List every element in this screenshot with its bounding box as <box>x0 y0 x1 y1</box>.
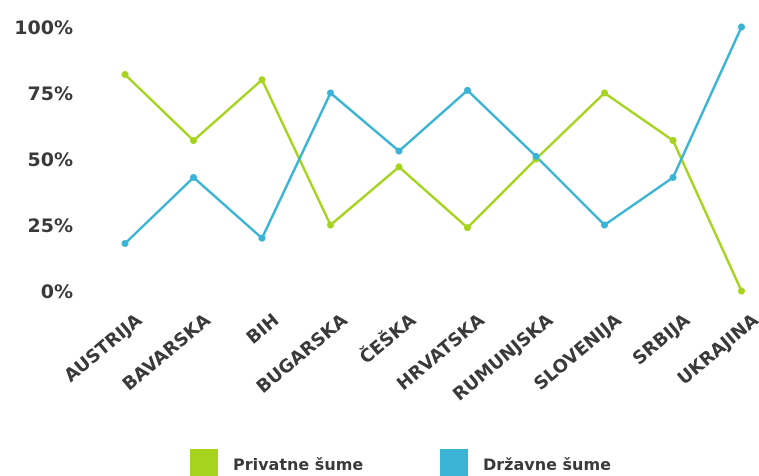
data-point <box>121 71 129 79</box>
data-point <box>190 173 197 181</box>
data-point <box>395 147 403 155</box>
series-layer <box>121 23 745 295</box>
data-point <box>601 221 608 229</box>
data-point <box>532 152 540 160</box>
y-tick-label: 25% <box>28 215 73 237</box>
legend-swatch <box>440 449 468 476</box>
data-point <box>669 173 677 181</box>
x-tick-label: SRBIJA <box>629 310 695 370</box>
data-point <box>395 163 403 171</box>
legend-label: Državne šume <box>483 455 611 474</box>
y-tick-label: 0% <box>41 281 73 303</box>
x-tick-label: BIH <box>243 310 284 349</box>
data-point <box>464 224 471 232</box>
y-axis: 0% 25% 50% 75% 100% <box>14 17 73 303</box>
data-point <box>327 89 334 97</box>
data-point <box>738 287 745 295</box>
data-point <box>121 239 129 247</box>
x-tick-label: ČEŠKA <box>355 309 420 369</box>
y-tick-label: 50% <box>28 149 73 171</box>
data-point <box>669 137 677 145</box>
data-point <box>190 137 197 145</box>
y-tick-label: 75% <box>28 83 73 105</box>
data-point <box>258 234 266 242</box>
series-line <box>123 25 743 245</box>
series-line <box>123 73 743 293</box>
legend-swatch <box>190 449 218 476</box>
data-point <box>258 76 266 84</box>
legend: Privatne šume Državne šume <box>190 449 611 476</box>
data-point <box>464 86 471 94</box>
y-tick-label: 100% <box>14 17 73 39</box>
data-point <box>327 221 334 229</box>
data-point <box>738 23 745 31</box>
legend-label: Privatne šume <box>233 455 363 474</box>
data-point <box>601 89 608 97</box>
